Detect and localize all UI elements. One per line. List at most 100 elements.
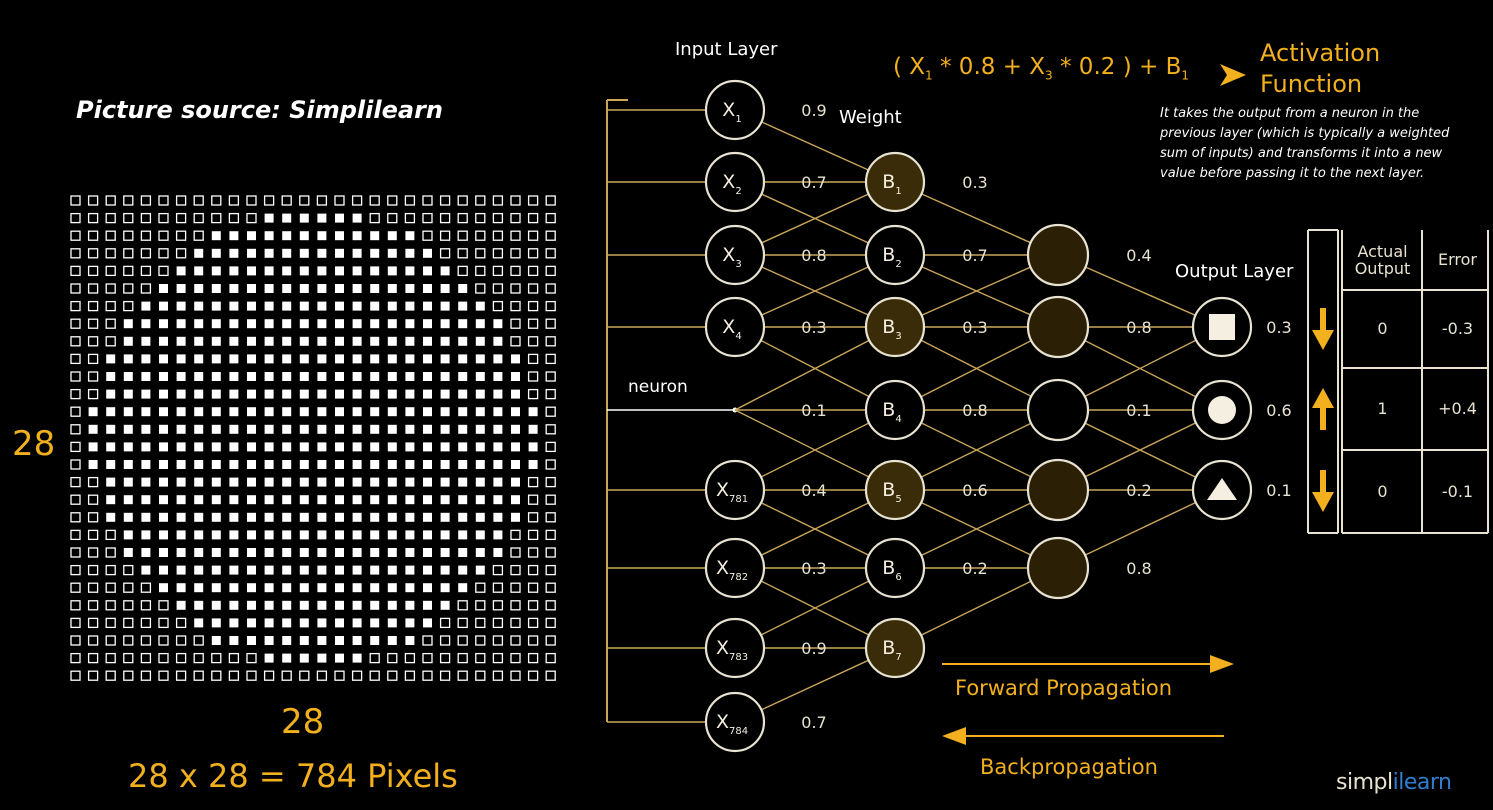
- pixel-cell: [194, 407, 204, 417]
- propagation-arrows: [942, 655, 1234, 745]
- pixel-cell: [247, 372, 256, 381]
- pixel-cell: [405, 301, 415, 311]
- circle-icon: [1208, 396, 1236, 424]
- pixel-cell: [493, 530, 503, 540]
- pixel-cell: [211, 372, 221, 381]
- error-cell: -0.1: [1441, 482, 1474, 501]
- hidden-node: [1026, 223, 1090, 287]
- pixel-cell: [88, 442, 98, 452]
- pixel-cell: [439, 212, 451, 224]
- pixel-cell: [282, 477, 292, 487]
- pixel-cell: [405, 389, 415, 399]
- pixel-cell: [545, 283, 556, 294]
- pixel-cell: [123, 670, 134, 681]
- pixel-cell: [105, 529, 116, 541]
- pixel-cell: [176, 565, 186, 575]
- pixel-cell: [317, 336, 327, 346]
- weighted-sum-formula: ( X1 * 0.8 + X3 * 0.2 ) + B1: [893, 54, 1189, 83]
- pixel-cell: [229, 389, 239, 399]
- pixel-cell: [247, 407, 256, 417]
- pixel-cell: [528, 407, 538, 417]
- input-node: [704, 617, 766, 679]
- pixel-cell: [475, 424, 485, 434]
- pixel-cell: [422, 212, 433, 224]
- pixel-cell: [440, 442, 450, 452]
- pixel-cell: [87, 600, 99, 611]
- pixel-cell: [440, 284, 450, 293]
- pixel-cell: [159, 407, 168, 417]
- bias-node: [864, 459, 926, 521]
- pixel-cell: [159, 389, 168, 399]
- pixel-cell: [211, 512, 221, 522]
- pixel-cell: [492, 195, 504, 206]
- pixel-cell: [405, 512, 415, 522]
- pixel-cell: [422, 652, 433, 664]
- pixel-cell: [263, 670, 275, 681]
- pixel-cell: [70, 529, 81, 541]
- pixel-cell: [140, 635, 152, 646]
- pixel-cell: [299, 424, 309, 434]
- pixel-cell: [264, 336, 274, 346]
- pixel-cell: [229, 548, 239, 557]
- pixel-cell: [387, 248, 397, 258]
- pixel-cell: [387, 548, 397, 557]
- pixel-cell: [545, 441, 556, 453]
- pixel-cell: [263, 195, 275, 206]
- pixel-cell: [335, 548, 344, 557]
- pixel-cell: [440, 424, 450, 434]
- weight-label: 0.4: [1126, 246, 1151, 265]
- pixel-cell: [229, 477, 239, 487]
- pixel-cell: [158, 230, 169, 241]
- pixel-cell: [527, 336, 539, 347]
- pixel-cell: [229, 266, 239, 276]
- pixel-cell: [87, 212, 99, 224]
- pixel-cell: [387, 231, 397, 241]
- pixel-cell: [387, 600, 397, 610]
- pixel-cell: [370, 442, 380, 452]
- pixel-cell: [247, 284, 256, 293]
- pixel-cell: [545, 336, 556, 347]
- pixel-cell: [405, 424, 415, 434]
- pixel-cell: [159, 565, 168, 575]
- pixel-cell: [493, 372, 503, 381]
- pixel-cell: [527, 547, 539, 558]
- pixel-cell: [387, 670, 398, 681]
- pixel-cell: [106, 460, 116, 469]
- pixel-cell: [105, 248, 116, 259]
- pixel-cell: [405, 319, 415, 329]
- pixel-cell: [87, 353, 99, 365]
- pixel-cell: [527, 670, 539, 681]
- pixel-cell: [211, 212, 222, 224]
- pixel-cell: [545, 670, 556, 681]
- pixel-cell: [282, 407, 292, 417]
- pixel-cell: [105, 283, 116, 294]
- pixel-cell: [282, 530, 292, 540]
- backpropagation-label: Backpropagation: [980, 755, 1158, 779]
- pixel-cell: [475, 582, 486, 593]
- pixel-cell: [264, 213, 274, 223]
- pixel-cell: [87, 617, 99, 629]
- pixel-cell: [299, 336, 309, 346]
- pixel-cell: [123, 617, 134, 629]
- forward-propagation-label: Forward Propagation: [955, 676, 1173, 700]
- pixel-cell: [493, 319, 503, 329]
- actual-output-cell: 0: [1377, 482, 1388, 501]
- pixel-cell: [527, 617, 539, 629]
- pixel-cell: [194, 248, 204, 258]
- pixel-cell: [299, 284, 309, 293]
- pixel-cell: [317, 460, 327, 469]
- pixel-cell: [545, 600, 556, 611]
- pixel-cell: [440, 530, 450, 540]
- pixel-cell: [335, 565, 344, 575]
- pixel-cell: [317, 372, 327, 381]
- pixel-cell: [492, 617, 504, 629]
- hidden-node: [1026, 295, 1090, 359]
- pixel-cell: [316, 195, 328, 206]
- pixel-cell: [423, 477, 432, 487]
- pixel-cell: [317, 266, 327, 276]
- pixel-cell: [70, 424, 81, 435]
- pixel-cell: [423, 600, 432, 610]
- pixel-cell: [493, 548, 503, 557]
- hidden-node: [1026, 378, 1090, 442]
- pixel-cell: [211, 636, 221, 645]
